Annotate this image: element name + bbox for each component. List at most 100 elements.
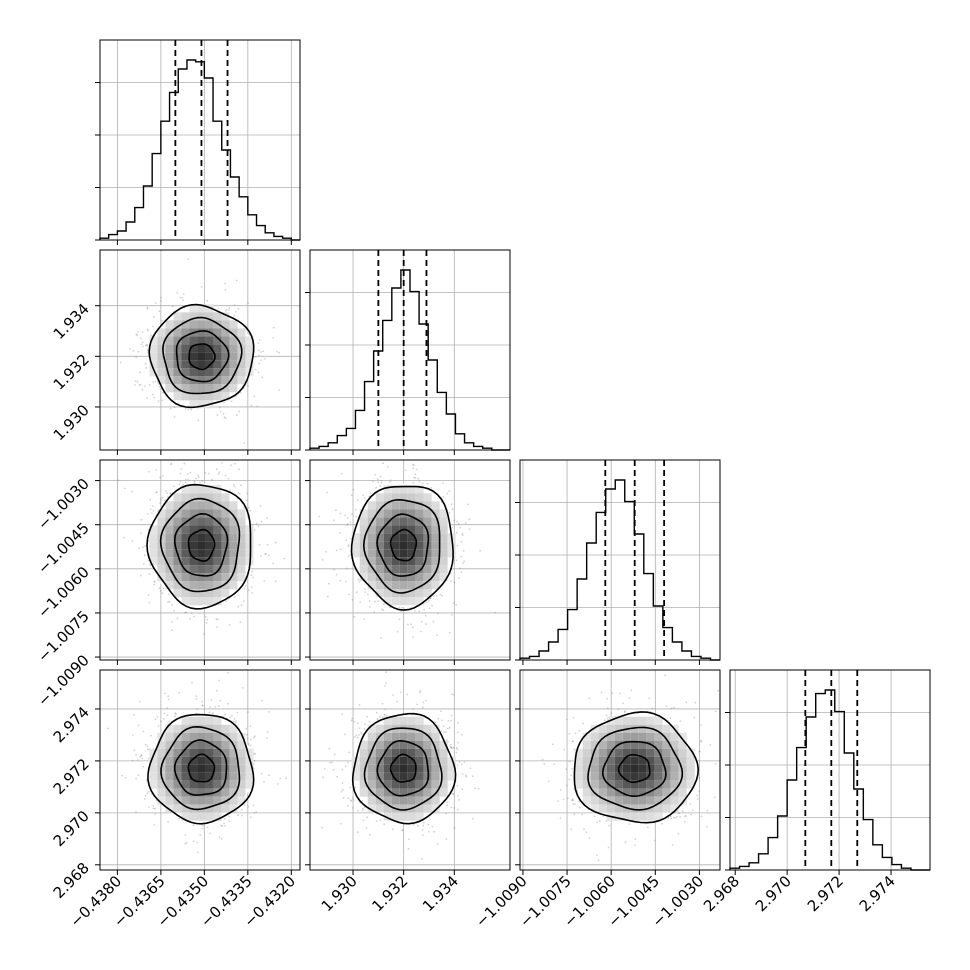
- density-cell: [367, 541, 376, 550]
- density-cell: [383, 589, 392, 598]
- scatter-point: [132, 350, 135, 352]
- scatter-point: [178, 817, 181, 820]
- scatter-point: [255, 811, 258, 814]
- scatter-point: [339, 548, 342, 551]
- scatter-point: [350, 537, 352, 540]
- density-cell: [181, 772, 190, 781]
- scatter-point: [372, 480, 374, 483]
- density-cell: [157, 549, 166, 558]
- scatter-point: [218, 471, 221, 474]
- density-cell: [165, 541, 174, 550]
- scatter-point: [228, 624, 231, 626]
- scatter-point: [435, 594, 438, 597]
- scatter-point: [247, 805, 250, 808]
- scatter-point: [142, 345, 144, 348]
- density-cell: [221, 501, 230, 510]
- scatter-point: [374, 600, 376, 603]
- scatter-point: [221, 825, 224, 827]
- scatter-point: [189, 617, 191, 620]
- density-cell: [375, 501, 384, 510]
- scatter-point: [215, 689, 218, 692]
- scatter-point: [254, 368, 257, 371]
- scatter-point: [241, 814, 243, 817]
- density-cell: [399, 533, 408, 542]
- scatter-point: [252, 804, 255, 807]
- density-cell: [213, 352, 222, 361]
- scatter-point: [450, 503, 453, 506]
- scatter-point: [152, 807, 155, 810]
- panel-frame: [99, 459, 301, 661]
- density-cell: [383, 525, 392, 534]
- density-cell: [383, 493, 392, 502]
- scatter-point: [222, 412, 225, 415]
- scatter-point: [400, 610, 402, 613]
- scatter-point: [183, 462, 186, 465]
- scatter-point: [468, 518, 471, 521]
- scatter-point: [231, 714, 233, 717]
- density-cell: [221, 509, 230, 518]
- density-cell: [165, 732, 174, 741]
- density-cell: [213, 549, 222, 558]
- density-cell: [173, 748, 182, 757]
- density-cell: [149, 352, 158, 361]
- scatter-point: [143, 554, 146, 556]
- scatter-point: [255, 522, 258, 525]
- density-cell: [165, 756, 174, 765]
- scatter-point: [142, 563, 145, 565]
- scatter-point: [170, 621, 173, 623]
- scatter-point: [187, 478, 190, 481]
- density-cell: [205, 493, 214, 502]
- scatter-point: [421, 482, 424, 485]
- density-cell: [391, 557, 400, 566]
- density-cell: [197, 320, 206, 329]
- scatter-point: [196, 841, 199, 844]
- density-cell: [197, 360, 206, 369]
- scatter-point: [345, 539, 348, 542]
- contour-line: [376, 513, 430, 577]
- density-cell: [359, 549, 368, 558]
- scatter-point: [266, 517, 268, 520]
- density-cell: [197, 392, 206, 401]
- density-cell: [415, 549, 424, 558]
- density-cell: [229, 541, 238, 550]
- density-cell: [399, 501, 408, 510]
- scatter-point: [413, 476, 416, 479]
- density-cell: [237, 573, 246, 582]
- density-cell: [189, 557, 198, 566]
- density-cell: [197, 368, 206, 377]
- density-panel-0-3: [99, 669, 301, 871]
- density-cell: [415, 501, 424, 510]
- density-cell: [165, 525, 174, 534]
- scatter-point: [401, 606, 403, 609]
- scatter-point: [164, 490, 167, 492]
- scatter-point: [159, 502, 161, 504]
- density-cell: [181, 328, 190, 337]
- scatter-point: [163, 718, 165, 720]
- density-cell: [189, 368, 198, 377]
- density-cell: [157, 517, 166, 526]
- scatter-point: [374, 473, 377, 476]
- scatter-point: [245, 733, 248, 736]
- scatter-point: [217, 473, 220, 475]
- scatter-point: [123, 536, 125, 539]
- density-cell: [165, 557, 174, 566]
- scatter-point: [233, 485, 236, 488]
- scatter-point: [430, 486, 433, 489]
- scatter-point: [157, 725, 160, 727]
- scatter-point: [131, 540, 134, 542]
- density-cell: [205, 312, 214, 321]
- scatter-point: [147, 594, 150, 596]
- scatter-point: [463, 560, 466, 563]
- scatter-point: [461, 532, 464, 535]
- density-cell: [423, 493, 432, 502]
- contour-line: [175, 330, 230, 383]
- density-cell: [181, 788, 190, 797]
- scatter-point: [166, 707, 169, 709]
- density-cell: [375, 533, 384, 542]
- density-cell: [205, 336, 214, 345]
- scatter-point: [250, 738, 252, 741]
- scatter-point: [368, 495, 371, 498]
- scatter-point: [238, 410, 241, 413]
- scatter-point: [200, 286, 203, 288]
- scatter-point: [243, 600, 245, 603]
